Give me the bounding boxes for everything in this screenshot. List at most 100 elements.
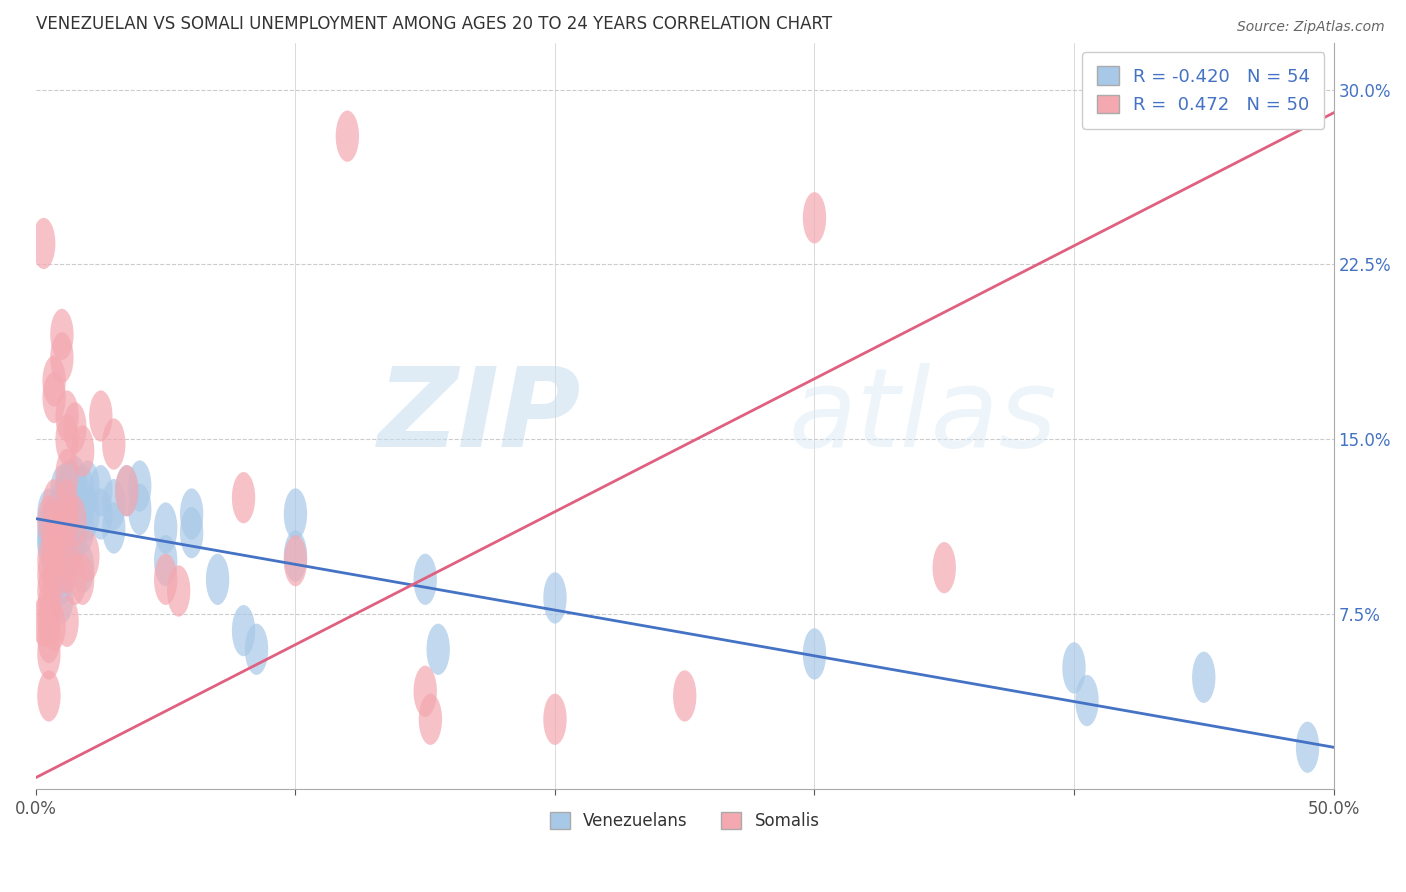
Ellipse shape [284,488,307,540]
Ellipse shape [70,542,94,593]
Ellipse shape [42,355,66,407]
Ellipse shape [42,507,66,558]
Ellipse shape [42,531,66,582]
Ellipse shape [673,670,696,722]
Ellipse shape [51,554,73,605]
Ellipse shape [51,479,73,531]
Text: ZIP: ZIP [377,362,581,469]
Ellipse shape [55,472,79,524]
Ellipse shape [55,502,79,554]
Ellipse shape [55,531,79,582]
Ellipse shape [155,554,177,605]
Ellipse shape [1296,722,1319,772]
Ellipse shape [51,488,73,540]
Ellipse shape [180,507,204,558]
Ellipse shape [37,670,60,722]
Ellipse shape [419,694,441,745]
Ellipse shape [37,502,60,554]
Ellipse shape [37,582,60,633]
Ellipse shape [42,372,66,423]
Ellipse shape [70,502,94,554]
Ellipse shape [803,192,827,244]
Ellipse shape [51,309,73,360]
Text: atlas: atlas [789,362,1057,469]
Ellipse shape [803,628,827,680]
Ellipse shape [42,554,66,605]
Ellipse shape [58,479,82,531]
Ellipse shape [63,402,87,453]
Ellipse shape [55,449,79,500]
Ellipse shape [37,612,60,664]
Ellipse shape [413,554,437,605]
Ellipse shape [51,502,73,554]
Ellipse shape [55,414,79,465]
Ellipse shape [426,624,450,675]
Text: VENEZUELAN VS SOMALI UNEMPLOYMENT AMONG AGES 20 TO 24 YEARS CORRELATION CHART: VENEZUELAN VS SOMALI UNEMPLOYMENT AMONG … [37,15,832,33]
Ellipse shape [37,596,60,647]
Ellipse shape [89,465,112,516]
Ellipse shape [413,665,437,717]
Ellipse shape [42,542,66,593]
Ellipse shape [1192,652,1215,703]
Ellipse shape [76,488,100,540]
Ellipse shape [89,488,112,540]
Ellipse shape [63,554,87,605]
Ellipse shape [167,566,190,616]
Ellipse shape [55,488,79,540]
Ellipse shape [42,600,66,652]
Ellipse shape [55,460,79,512]
Ellipse shape [55,391,79,442]
Ellipse shape [51,531,73,582]
Ellipse shape [63,495,87,547]
Ellipse shape [37,512,60,563]
Ellipse shape [128,460,152,512]
Ellipse shape [155,535,177,586]
Ellipse shape [232,605,256,657]
Ellipse shape [42,502,66,554]
Ellipse shape [70,479,94,531]
Ellipse shape [37,535,60,586]
Ellipse shape [37,628,60,680]
Ellipse shape [115,465,138,516]
Ellipse shape [58,507,82,558]
Ellipse shape [42,518,66,570]
Ellipse shape [89,391,112,442]
Ellipse shape [51,512,73,563]
Ellipse shape [103,502,125,554]
Ellipse shape [70,554,94,605]
Text: Source: ZipAtlas.com: Source: ZipAtlas.com [1237,20,1385,34]
Ellipse shape [205,554,229,605]
Ellipse shape [32,218,55,269]
Ellipse shape [115,465,138,516]
Ellipse shape [543,694,567,745]
Ellipse shape [51,332,73,384]
Ellipse shape [55,479,79,531]
Ellipse shape [284,531,307,582]
Ellipse shape [51,465,73,516]
Ellipse shape [63,479,87,531]
Ellipse shape [76,531,100,582]
Ellipse shape [42,531,66,582]
Ellipse shape [42,495,66,547]
Ellipse shape [55,542,79,593]
Ellipse shape [180,488,204,540]
Ellipse shape [232,472,256,524]
Ellipse shape [51,573,73,624]
Ellipse shape [55,495,79,547]
Ellipse shape [336,111,359,161]
Ellipse shape [932,542,956,593]
Ellipse shape [103,418,125,470]
Ellipse shape [128,483,152,535]
Ellipse shape [70,465,94,516]
Ellipse shape [37,518,60,570]
Ellipse shape [58,460,82,512]
Ellipse shape [543,573,567,624]
Ellipse shape [37,495,60,547]
Ellipse shape [70,425,94,476]
Ellipse shape [1076,675,1098,726]
Ellipse shape [37,549,60,600]
Ellipse shape [155,502,177,554]
Ellipse shape [63,512,87,563]
Ellipse shape [245,624,269,675]
Ellipse shape [63,456,87,507]
